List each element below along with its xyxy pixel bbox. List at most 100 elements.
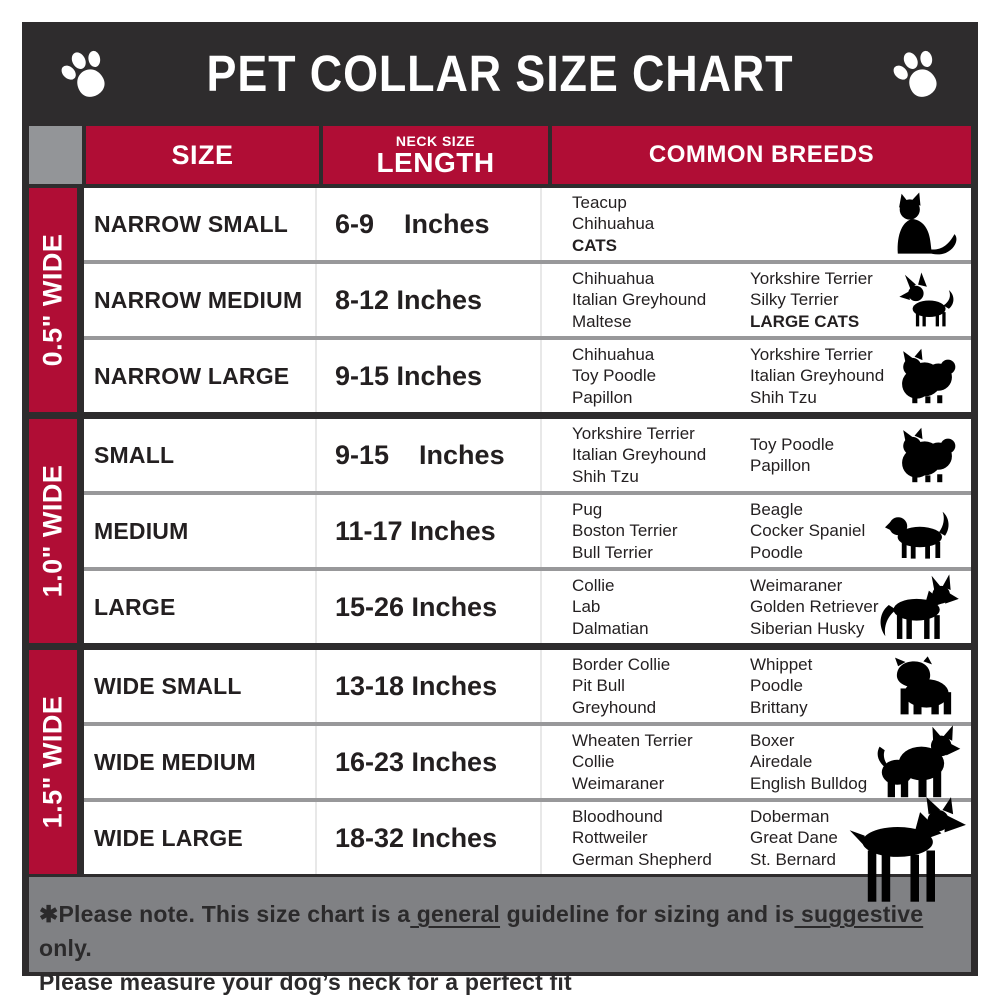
note-line-1: ✱Please note. This size chart is a gener…	[39, 897, 971, 965]
header-common-breeds: COMMON BREEDS	[552, 126, 971, 184]
breed-name: Weimaraner	[572, 773, 665, 793]
breeds-column: Beagle Cocker Spaniel Poodle	[750, 499, 910, 564]
length-cell: 9-15 Inches	[317, 419, 542, 491]
table-row: SMALL 9-15 Inches Yorkshire Terrier Italian…	[84, 419, 971, 491]
breed-name: Yorkshire Terrier	[750, 344, 873, 364]
breed-name: Poodle	[750, 542, 803, 562]
size-cell: SMALL	[84, 419, 317, 491]
breed-name: Greyhound	[572, 697, 657, 717]
breed-name: English Bulldog	[750, 773, 868, 793]
breed-name: Italian Greyhound	[750, 366, 885, 386]
row-divider	[84, 798, 971, 802]
doberman-icon	[839, 797, 967, 904]
breed-name: Chihuahua	[572, 214, 655, 234]
length-cell: 15-26 Inches	[317, 571, 542, 643]
breeds-column: Collie Lab Dalmatian	[572, 575, 750, 640]
breed-name: Golden Retriever	[750, 597, 879, 617]
group-separator	[29, 643, 971, 650]
header-neck-size: NECK SIZE	[395, 132, 476, 149]
group-rows: NARROW SMALL 6-9 Inches Teacup Chihuahua CAT…	[84, 188, 971, 412]
table-row: NARROW MEDIUM 8-12 Inches Chihuahua Italian…	[84, 264, 971, 336]
size-cell: NARROW LARGE	[84, 340, 317, 412]
width-group-label-text: 1.5" WIDE	[37, 695, 68, 829]
breed-name: Wheaten Terrier	[572, 730, 693, 750]
breed-name: Silky Terrier	[750, 290, 839, 310]
breed-name: Toy Poodle	[572, 366, 657, 386]
length-cell: 8-12 Inches	[317, 264, 542, 336]
pitbull-icon	[873, 723, 961, 801]
table-row: MEDIUM 11-17 Inches Pug Boston Terrier Bull …	[84, 495, 971, 567]
corner-cell	[29, 126, 82, 184]
breeds-column: Border Collie Pit Bull Greyhound	[572, 654, 750, 719]
size-cell: WIDE LARGE	[84, 802, 317, 874]
breed-name: Chihuahua	[572, 344, 655, 364]
breed-name: Teacup	[572, 192, 627, 212]
breeds-column: Yorkshire Terrier Italian Greyhound Shih T…	[750, 344, 910, 409]
breeds-column: Chihuahua Italian Greyhound Maltese	[572, 268, 750, 333]
breed-name: Airedale	[750, 752, 813, 772]
breed-name: Maltese	[572, 311, 632, 331]
table-row: WIDE LARGE 18-32 Inches Bloodhound Rottweil…	[84, 802, 971, 874]
breeds-column: Doberman Great Dane St. Bernard	[750, 806, 910, 871]
width-group-label: 1.5" WIDE	[29, 650, 77, 874]
paw-icon	[51, 44, 117, 102]
breeds-column: Whippet Poodle Brittany	[750, 654, 910, 719]
table-row: WIDE SMALL 13-18 Inches Border Collie Pit B…	[84, 650, 971, 722]
size-chart: PET COLLAR SIZE CHART SIZE NECK SIZE LEN…	[22, 22, 978, 995]
breed-name: Bloodhound	[572, 806, 663, 826]
size-cell: LARGE	[84, 571, 317, 643]
header-size: SIZE	[86, 126, 319, 184]
breed-name: Great Dane	[750, 828, 838, 848]
breed-name: Whippet	[750, 654, 813, 674]
breeds-column: Chihuahua Toy Poodle Papillon	[572, 344, 750, 409]
breed-name: Boxer	[750, 730, 795, 750]
breed-name: Italian Greyhound	[572, 290, 707, 310]
table-row: NARROW SMALL 6-9 Inches Teacup Chihuahua CAT…	[84, 188, 971, 260]
size-cell: NARROW SMALL	[84, 188, 317, 260]
row-divider	[84, 260, 971, 264]
chihuahua-icon	[895, 273, 961, 328]
pomeranian-icon	[893, 348, 961, 405]
breeds-cell: Yorkshire Terrier Italian Greyhound Shih T…	[542, 419, 971, 491]
size-cell: WIDE MEDIUM	[84, 726, 317, 798]
shepherd-icon	[875, 573, 961, 641]
row-divider	[84, 336, 971, 340]
length-cell: 9-15 Inches	[317, 340, 542, 412]
breed-name: Yorkshire Terrier	[750, 268, 873, 288]
breed-name: Weimaraner	[750, 575, 843, 595]
breeds-cell: Pug Boston Terrier Bull Terrier Beagle Cocke…	[542, 495, 971, 567]
size-cell: NARROW MEDIUM	[84, 264, 317, 336]
length-cell: 11-17 Inches	[317, 495, 542, 567]
row-divider	[84, 722, 971, 726]
note-text: guideline for sizing and is	[500, 901, 795, 927]
row-divider	[84, 491, 971, 495]
breed-name: Italian Greyhound	[572, 445, 707, 465]
breed-name: Poodle	[750, 676, 803, 696]
breeds-column: Toy Poodle Papillon	[750, 434, 910, 477]
pomeranian-icon	[893, 427, 961, 484]
note-text: ✱Please note. This size chart is a	[39, 901, 411, 927]
breed-name: Toy Poodle	[750, 434, 835, 454]
breed-name: Papillon	[572, 387, 633, 407]
footer-note: ✱Please note. This size chart is a gener…	[29, 877, 971, 995]
table-row: NARROW LARGE 9-15 Inches Chihuahua Toy Pood…	[84, 340, 971, 412]
width-group: 1.5" WIDE WIDE SMALL 13-18 Inches Border Co…	[29, 650, 971, 874]
size-cell: MEDIUM	[84, 495, 317, 567]
width-group-label: 1.0" WIDE	[29, 419, 77, 643]
breed-name: Chihuahua	[572, 268, 655, 288]
breed-name: CATS	[572, 235, 618, 255]
breed-name: Rottweiler	[572, 828, 648, 848]
breeds-cell: Border Collie Pit Bull Greyhound Whippet Poo…	[542, 650, 971, 722]
length-cell: 13-18 Inches	[317, 650, 542, 722]
group-rows: WIDE SMALL 13-18 Inches Border Collie Pit B…	[84, 650, 971, 874]
breeds-column: Weimaraner Golden Retriever Siberian Husky	[750, 575, 910, 640]
table-body: 0.5" WIDE NARROW SMALL 6-9 Inches Teacup Chi…	[29, 188, 971, 874]
note-underlined-word: suggestive	[794, 901, 924, 927]
note-line-2: Please measure your dog’s neck for a per…	[39, 969, 572, 995]
width-group: 1.0" WIDE SMALL 9-15 Inches Yorkshire Terri…	[29, 419, 971, 643]
breeds-column: Wheaten Terrier Collie Weimaraner	[572, 730, 750, 795]
breed-name: Pit Bull	[572, 676, 625, 696]
group-separator	[29, 412, 971, 419]
breeds-column: Yorkshire Terrier Silky Terrier LARGE CATS	[750, 268, 910, 333]
header-length: NECK SIZE LENGTH	[323, 126, 548, 184]
